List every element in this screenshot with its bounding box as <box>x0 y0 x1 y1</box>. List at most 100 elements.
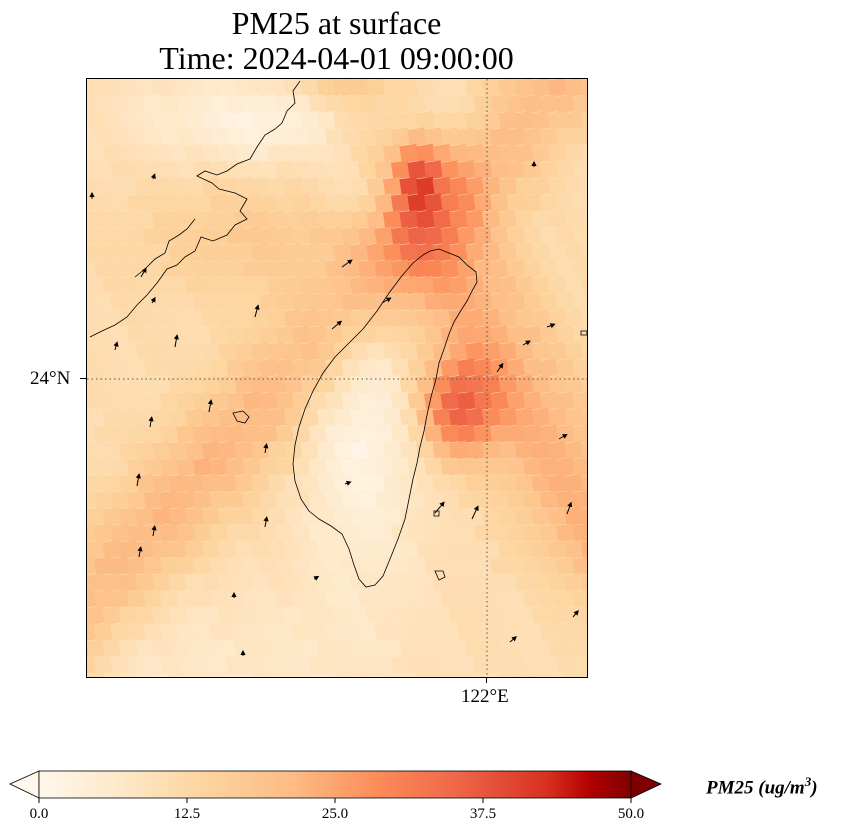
pm25-grid-cell <box>489 259 510 279</box>
pm25-map <box>87 79 587 677</box>
pm25-grid-cell <box>258 127 279 147</box>
wind-vector-head <box>263 516 269 522</box>
pm25-grid-cell <box>547 176 568 197</box>
pm25-grid-cell <box>126 391 147 411</box>
pm25-grid-cell <box>481 275 502 296</box>
pm25-grid-cell <box>217 605 238 626</box>
pm25-grid-cell <box>209 655 229 675</box>
pm25-grid-cell <box>333 110 353 131</box>
pm25-grid-cell <box>349 176 370 197</box>
pm25-grid-cell <box>308 424 328 444</box>
pm25-grid-cell <box>110 589 130 609</box>
pm25-grid-cell <box>555 556 576 576</box>
pm25-grid-cell <box>93 325 114 345</box>
pm25-grid-cell <box>118 506 139 527</box>
pm25-grid-cell <box>135 275 155 296</box>
pm25-grid-cell <box>555 94 576 114</box>
pm25-grid-cell <box>522 160 543 180</box>
pm25-grid-cell <box>242 94 262 114</box>
pm25-grid-cell <box>87 292 97 312</box>
pm25-grid-cell <box>456 391 477 411</box>
pm25-grid-cell <box>110 622 130 642</box>
pm25-grid-cell <box>258 556 279 576</box>
pm25-grid-cell <box>126 325 147 345</box>
pm25-grid-cell <box>374 226 394 246</box>
pm25-grid-cell <box>135 407 155 428</box>
pm25-grid-cell <box>564 440 584 461</box>
pm25-grid-cell <box>209 193 229 213</box>
pm25-grid-cell <box>168 242 188 263</box>
pm25-grid-cell <box>283 209 304 230</box>
pm25-grid-cell <box>291 655 312 675</box>
pm25-grid-cell <box>390 622 411 642</box>
pm25-grid-cell <box>151 275 172 296</box>
pm25-grid-cell <box>102 539 122 560</box>
pm25-grid-cell <box>423 193 444 213</box>
pm25-grid-cell <box>333 407 353 428</box>
pm25-grid-cell <box>217 209 238 230</box>
pm25-grid-cell <box>407 589 427 609</box>
pm25-grid-cell <box>267 671 287 677</box>
pm25-grid-cell <box>407 457 427 477</box>
pm25-grid-cell <box>135 539 155 560</box>
map-panel[interactable] <box>86 78 588 678</box>
pm25-grid-cell <box>201 341 221 362</box>
pm25-grid-cell <box>415 79 436 98</box>
pm25-grid-cell <box>324 622 345 642</box>
pm25-grid-cell <box>531 671 551 677</box>
pm25-grid-cell <box>440 292 460 312</box>
pm25-grid-cell <box>267 638 287 659</box>
pm25-grid-cell <box>102 374 122 395</box>
pm25-grid-cell <box>176 94 196 114</box>
pm25-grid-cell <box>531 407 551 428</box>
pm25-grid-cell <box>168 275 188 296</box>
pm25-grid-cell <box>382 440 403 461</box>
pm25-grid-cell <box>440 226 460 246</box>
pm25-grid-cell <box>341 523 361 543</box>
pm25-grid-cell <box>448 242 469 263</box>
pm25-grid-cell <box>184 341 205 362</box>
pm25-grid-cell <box>242 457 262 477</box>
pm25-grid-cell <box>572 589 587 609</box>
colorbar-gradient <box>38 770 632 799</box>
pm25-grid-cell <box>349 110 370 131</box>
pm25-grid-cell <box>374 523 394 543</box>
pm25-grid-cell <box>333 473 353 494</box>
pm25-grid-cell <box>267 79 287 98</box>
pm25-grid-cell <box>135 308 155 329</box>
pm25-grid-cell <box>143 457 163 477</box>
gridlines <box>87 79 587 677</box>
pm25-grid-cell <box>531 341 551 362</box>
pm25-grid-cell <box>432 308 452 329</box>
pm25-grid-cell <box>176 292 196 312</box>
pm25-grid-cell <box>275 589 295 609</box>
pm25-grid-cell <box>580 605 587 626</box>
pm25-grid-cell <box>250 638 271 659</box>
pm25-grid-cell <box>87 622 97 642</box>
pm25-grid-cell <box>423 490 444 510</box>
pm25-grid-cell <box>547 341 568 362</box>
pm25-grid-cell <box>143 127 163 147</box>
pm25-grid-cell <box>357 127 378 147</box>
pm25-grid-cell <box>192 325 213 345</box>
pm25-grid-cell <box>291 193 312 213</box>
pm25-grid-cell <box>316 440 337 461</box>
pm25-grid-cell <box>118 605 139 626</box>
pm25-grid-cell <box>159 292 180 312</box>
pm25-grid-cell <box>390 193 411 213</box>
pm25-grid-cell <box>316 638 337 659</box>
pm25-grid-cell <box>102 572 122 593</box>
pm25-grid-cell <box>242 622 262 642</box>
pm25-grid-cell <box>399 209 419 230</box>
pm25-grid-cell <box>456 226 477 246</box>
pm25-grid-cell <box>341 94 361 114</box>
pm25-grid-cell <box>300 242 320 263</box>
pm25-grid-cell <box>415 110 436 131</box>
pm25-grid-cell <box>102 440 122 461</box>
pm25-grid-cell <box>448 143 469 164</box>
pm25-grid-cell <box>390 160 411 180</box>
pm25-grid-cell <box>283 440 304 461</box>
pm25-grid-cell <box>87 473 106 494</box>
pm25-grid-cell <box>184 407 205 428</box>
pm25-grid-cell <box>176 127 196 147</box>
